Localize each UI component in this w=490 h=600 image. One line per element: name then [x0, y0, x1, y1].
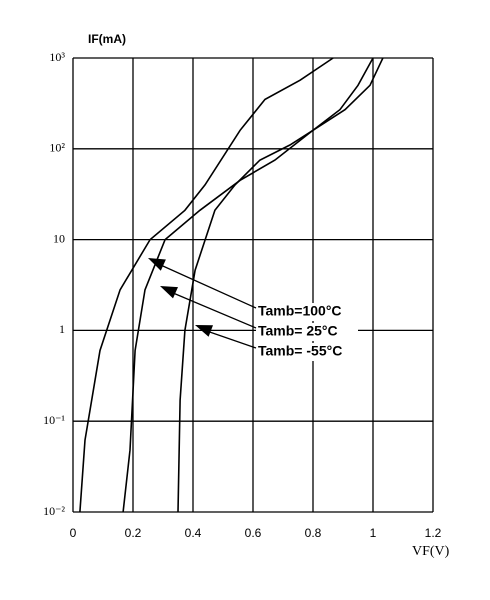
y-tick-label: 10⁻²	[43, 504, 65, 518]
y-tick-label: 10²	[49, 141, 65, 155]
y-tick-label: 10	[53, 231, 65, 245]
x-tick-label: 0.2	[125, 526, 142, 540]
curve	[177, 57, 384, 513]
legend-label: Tamb=100°C	[258, 303, 342, 319]
arrow-head	[160, 286, 178, 299]
curve	[79, 57, 334, 513]
x-tick-label: 0.4	[185, 526, 202, 540]
y-tick-label: 1	[59, 322, 65, 336]
legend-bg	[256, 323, 358, 341]
y-tick-label: 10⁻¹	[43, 413, 65, 427]
legend-bg	[256, 303, 358, 321]
arrow-head	[148, 258, 166, 271]
arrow-line	[165, 289, 257, 329]
x-axis-label: VF(V)	[412, 544, 450, 559]
legend-label: Tamb= 25°C	[258, 323, 338, 339]
x-tick-label: 1.2	[425, 526, 442, 540]
curve	[122, 57, 374, 513]
x-tick-label: 1	[370, 526, 377, 540]
x-tick-label: 0	[70, 526, 77, 540]
arrow-line	[153, 261, 257, 309]
legend-label: Tamb= -55°C	[258, 343, 342, 359]
legend-bg	[256, 343, 358, 361]
arrow-head	[195, 325, 213, 337]
y-tick-label: 10³	[49, 50, 65, 64]
x-tick-label: 0.6	[245, 526, 262, 540]
x-tick-label: 0.8	[305, 526, 322, 540]
y-axis-label: IF(mA)	[88, 32, 126, 46]
